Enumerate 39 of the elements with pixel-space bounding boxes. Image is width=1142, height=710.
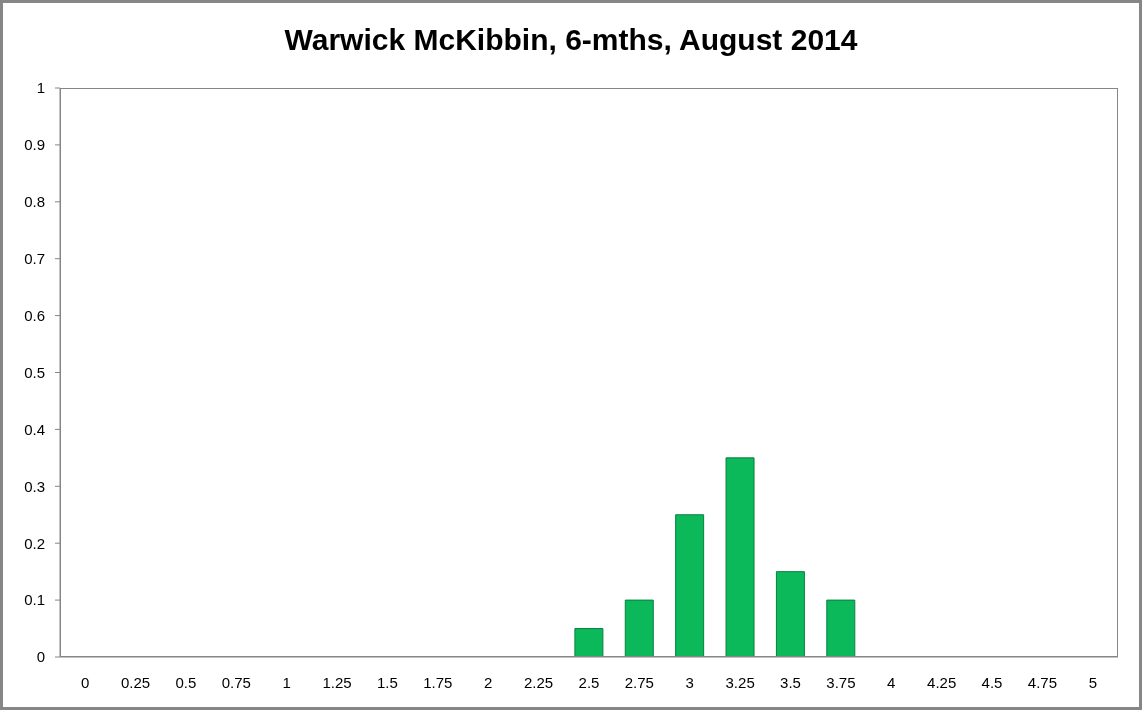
x-tick-label: 4.25 [927, 673, 957, 691]
y-tick-label: 0.6 [24, 306, 45, 324]
bar [574, 628, 604, 657]
x-tick-label: 2.25 [524, 673, 554, 691]
x-tick-label: 2 [484, 673, 493, 691]
y-tick-label: 1 [36, 79, 45, 97]
x-tick-label: 3.25 [725, 673, 755, 691]
y-tick-label: 0.1 [24, 591, 45, 609]
x-tick-label: 0.25 [120, 673, 151, 691]
y-tick-label: 0 [36, 648, 45, 666]
x-tick-label: 4 [887, 673, 896, 691]
y-tick-label: 0.3 [24, 477, 45, 495]
x-tick-label: 3 [685, 673, 694, 691]
x-tick-label: 5 [1088, 673, 1097, 691]
y-tick-label: 0.9 [24, 136, 45, 154]
x-tick-label: 3.5 [780, 673, 801, 691]
y-tick-label: 0.2 [24, 534, 45, 552]
y-tick-label: 0.5 [24, 363, 45, 381]
x-tick-label: 0.5 [175, 673, 197, 691]
x-tick-label: 1 [282, 673, 291, 691]
x-tick-label: 1.5 [377, 673, 398, 691]
x-tick-label: 0.75 [221, 673, 251, 691]
bar [826, 599, 856, 657]
x-tick-label: 0 [81, 673, 90, 691]
x-tick-label: 2.5 [578, 673, 600, 691]
x-tick-label: 2.75 [624, 673, 654, 691]
y-tick-label: 0.4 [24, 420, 45, 438]
y-tick-label: 0.7 [24, 250, 45, 268]
x-tick-label: 1.75 [423, 673, 453, 691]
x-tick-label: 4.75 [1027, 673, 1058, 691]
x-tick-label: 1.25 [322, 673, 352, 691]
x-tick-label: 4.5 [981, 673, 1003, 691]
chart-title: Warwick McKibbin, 6-mths, August 2014 [283, 23, 859, 57]
x-tick-label: 3.75 [826, 673, 856, 691]
bar [675, 514, 705, 657]
bar [725, 457, 755, 657]
bar [624, 599, 654, 657]
y-tick-label: 0.8 [24, 193, 45, 211]
bar [775, 571, 805, 657]
